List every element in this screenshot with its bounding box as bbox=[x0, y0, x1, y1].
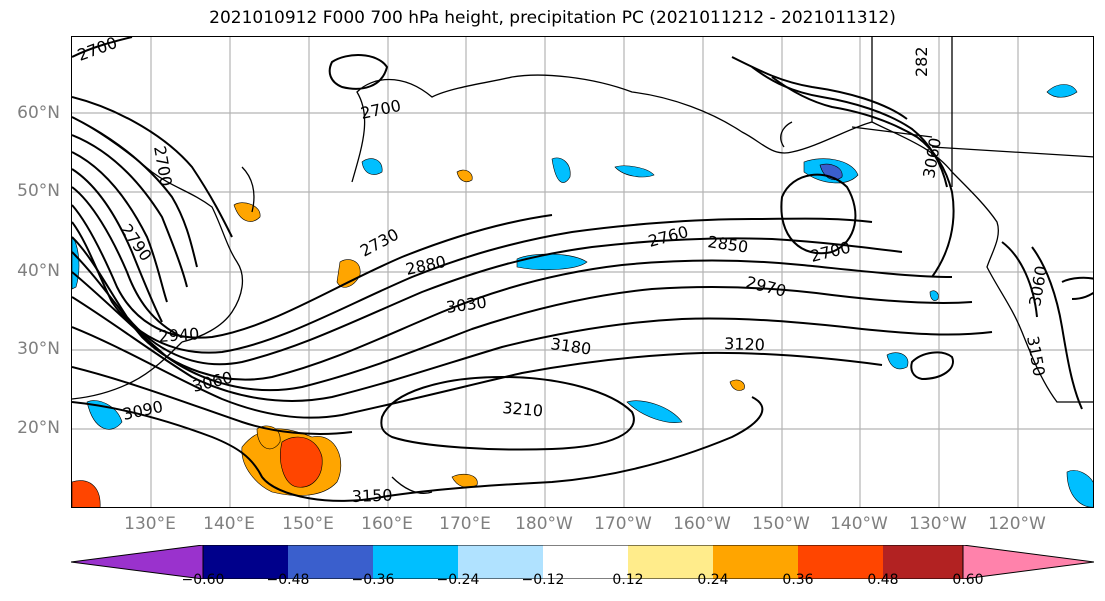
colorbar-tick-label: −0.36 bbox=[351, 572, 395, 588]
contour-label: 3180 bbox=[549, 334, 592, 358]
contour-label: 3210 bbox=[502, 398, 544, 420]
contour-label: 2700 bbox=[150, 144, 176, 187]
colorbar-tick-label: −0.60 bbox=[181, 572, 225, 588]
lat-label-60n: 60°N bbox=[17, 103, 60, 123]
lon-label-170e: 170°E bbox=[439, 514, 491, 534]
lon-label-170w: 170°W bbox=[594, 514, 652, 534]
contour-label: 3060 bbox=[1025, 264, 1051, 307]
lat-label-20n: 20°N bbox=[17, 418, 60, 438]
contour-label: 2760 bbox=[646, 222, 690, 251]
colorbar-segment bbox=[713, 545, 798, 579]
map-panel: 2700 2700 2700 2790 2730 2880 2760 2850 … bbox=[71, 36, 1094, 508]
lon-label-140e: 140°E bbox=[203, 514, 255, 534]
colorbar-segment bbox=[628, 545, 713, 579]
contour-label: 2730 bbox=[357, 225, 402, 261]
contour-label: 3150 bbox=[1023, 334, 1049, 377]
colorbar-tick-label: −0.12 bbox=[521, 572, 565, 588]
contour-label: 2880 bbox=[404, 252, 448, 279]
lon-label-130w: 130°W bbox=[909, 514, 967, 534]
lat-label-30n: 30°N bbox=[17, 339, 60, 359]
colorbar-tick-label: 0.48 bbox=[867, 572, 899, 588]
contour-label: 3120 bbox=[724, 334, 765, 354]
lon-label-130e: 130°E bbox=[124, 514, 176, 534]
colorbar-tick-label: 0.60 bbox=[952, 572, 984, 588]
contour-label: 2700 bbox=[75, 37, 120, 65]
lon-label-140w: 140°W bbox=[830, 514, 888, 534]
lat-label-50n: 50°N bbox=[17, 181, 60, 201]
lon-label-160e: 160°E bbox=[361, 514, 413, 534]
colorbar-segment bbox=[798, 545, 883, 579]
coastlines bbox=[72, 37, 1093, 494]
map-canvas: 2700 2700 2700 2790 2730 2880 2760 2850 … bbox=[72, 37, 1093, 507]
colorbar-tick-label: 0.12 bbox=[612, 572, 644, 588]
lon-label-120w: 120°W bbox=[988, 514, 1046, 534]
lon-label-160w: 160°W bbox=[673, 514, 731, 534]
colorbar-segment bbox=[458, 545, 543, 579]
colorbar-tick-label: 0.24 bbox=[697, 572, 729, 588]
colorbar-segment bbox=[288, 545, 373, 579]
colorbar-tick-label: −0.24 bbox=[436, 572, 480, 588]
lat-label-40n: 40°N bbox=[17, 261, 60, 281]
colorbar-segment bbox=[883, 545, 963, 579]
colorbar bbox=[71, 545, 1094, 579]
contour-label: 2850 bbox=[706, 232, 749, 256]
lon-label-150e: 150°E bbox=[282, 514, 334, 534]
colorbar-segment bbox=[543, 545, 628, 579]
contour-label: 3030 bbox=[445, 292, 488, 316]
colorbar-segment bbox=[203, 545, 288, 579]
contour-label: 282 bbox=[912, 46, 931, 77]
gridlines bbox=[72, 37, 1093, 507]
colorbar-tick-label: 0.36 bbox=[782, 572, 814, 588]
contour-label: 2940 bbox=[158, 324, 200, 346]
lon-label-180w: 180°W bbox=[515, 514, 573, 534]
contour-label: 2700 bbox=[359, 96, 403, 123]
figure-title: 2021010912 F000 700 hPa height, precipit… bbox=[209, 8, 896, 28]
contour-label: 3150 bbox=[351, 486, 392, 506]
height-contours bbox=[72, 37, 1093, 502]
colorbar-tick-label: −0.48 bbox=[266, 572, 310, 588]
lon-label-150w: 150°W bbox=[752, 514, 810, 534]
colorbar-segment bbox=[373, 545, 458, 579]
